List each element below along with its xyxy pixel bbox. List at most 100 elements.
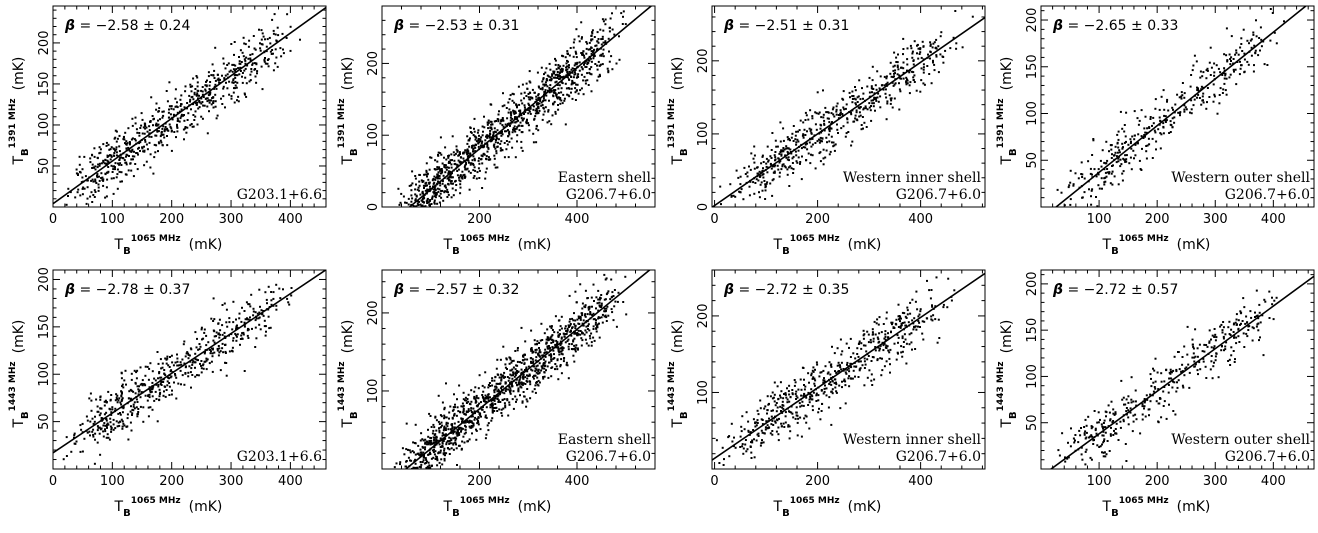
data-point <box>116 141 118 143</box>
data-point <box>571 82 573 84</box>
beta-annotation: β = −2.51 ± 0.31 <box>723 18 849 34</box>
data-point <box>523 97 525 99</box>
data-point <box>534 118 536 120</box>
data-point <box>850 145 852 147</box>
data-point <box>252 62 254 64</box>
data-point <box>769 183 771 185</box>
data-point <box>1270 8 1272 10</box>
data-point <box>895 61 897 63</box>
data-point <box>1240 68 1242 70</box>
data-point <box>773 172 775 174</box>
data-point <box>427 179 429 181</box>
x-tick-label: 200 <box>805 212 830 227</box>
data-point <box>611 311 613 313</box>
data-point <box>462 436 464 438</box>
data-point <box>1101 166 1103 168</box>
data-point <box>170 108 172 110</box>
data-point <box>607 71 609 73</box>
data-point <box>430 437 432 439</box>
data-point <box>111 406 113 408</box>
data-point <box>263 36 265 38</box>
data-point <box>167 380 169 382</box>
data-point <box>493 155 495 157</box>
data-point <box>120 156 122 158</box>
data-point <box>196 374 198 376</box>
data-point <box>1068 186 1070 188</box>
data-point <box>753 158 755 160</box>
data-point <box>159 389 161 391</box>
data-point <box>485 415 487 417</box>
data-point <box>571 318 573 320</box>
data-point <box>1118 139 1120 141</box>
data-point <box>189 101 191 103</box>
data-point <box>521 131 523 133</box>
data-point <box>227 73 229 75</box>
data-point <box>566 364 568 366</box>
data-point <box>571 69 573 71</box>
y-tick-label: 0 <box>366 203 381 211</box>
data-point <box>1250 40 1252 42</box>
region-label: G206.7+6.0 <box>1225 187 1310 203</box>
data-point <box>198 374 200 376</box>
data-point <box>131 158 133 160</box>
data-point <box>275 34 277 36</box>
data-point <box>469 126 471 128</box>
data-point <box>756 167 758 169</box>
data-point <box>1117 143 1119 145</box>
x-tick-label: 200 <box>467 212 492 227</box>
data-point <box>231 98 233 100</box>
data-point <box>862 93 864 95</box>
data-point <box>419 194 421 196</box>
data-point <box>779 121 781 123</box>
data-point <box>204 105 206 107</box>
data-point <box>213 70 215 72</box>
data-point <box>917 44 919 46</box>
data-point <box>452 442 454 444</box>
data-point <box>893 75 895 77</box>
data-point <box>102 143 104 145</box>
data-point <box>472 426 474 428</box>
data-point <box>529 380 531 382</box>
data-point <box>580 319 582 321</box>
data-point <box>131 118 133 120</box>
data-point <box>509 370 511 372</box>
data-point <box>467 150 469 152</box>
data-point <box>1091 154 1093 156</box>
data-point <box>1159 132 1161 134</box>
data-point <box>577 76 579 78</box>
data-point <box>548 100 550 102</box>
data-point <box>249 316 251 318</box>
data-point <box>528 104 530 106</box>
data-point <box>1098 168 1100 170</box>
data-point <box>1243 29 1245 31</box>
data-point <box>525 121 527 123</box>
data-point <box>1123 131 1125 133</box>
data-point <box>559 65 561 67</box>
data-point <box>399 204 401 206</box>
data-point <box>859 111 861 113</box>
data-point <box>1090 195 1092 197</box>
data-point <box>1070 198 1072 200</box>
data-point <box>431 198 433 200</box>
data-point <box>560 364 562 366</box>
data-point <box>555 60 557 62</box>
data-point <box>88 431 90 433</box>
data-point <box>1111 153 1113 155</box>
beta-value: = −2.53 ± 0.31 <box>404 18 519 34</box>
data-point <box>171 394 173 396</box>
data-point <box>789 139 791 141</box>
data-point <box>568 66 570 68</box>
data-point <box>240 335 242 337</box>
y-axis-label-sup: 1391 MHz <box>8 98 18 148</box>
data-point <box>197 81 199 83</box>
data-point <box>1182 82 1184 84</box>
data-point <box>275 309 277 311</box>
data-point <box>149 362 151 364</box>
data-point <box>208 71 210 73</box>
data-point <box>99 414 101 416</box>
data-point <box>156 398 158 400</box>
y-axis-label-unit: (mK) <box>340 57 356 91</box>
data-point <box>540 323 542 325</box>
data-point <box>846 117 848 119</box>
data-point <box>537 106 539 108</box>
